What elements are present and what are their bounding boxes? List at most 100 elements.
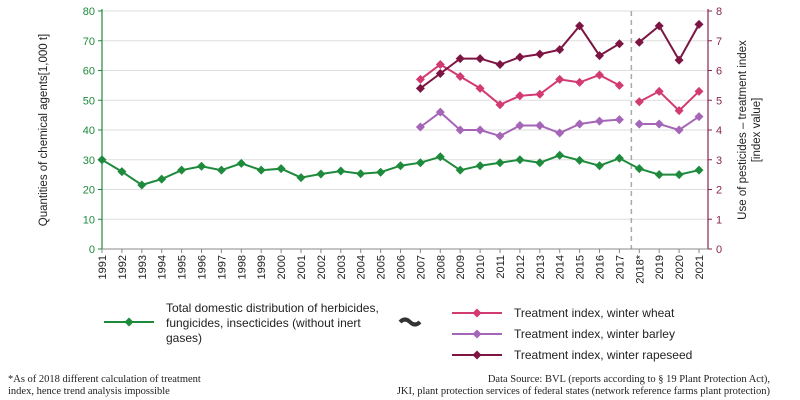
data-point: [256, 165, 266, 175]
x-tick-label: 2003: [336, 255, 348, 279]
series-line: [639, 115, 700, 132]
wave-separator: [398, 317, 422, 327]
source-line-1: Data Source: BVL (reports according to §…: [487, 374, 770, 385]
x-tick-label: 1997: [216, 255, 228, 279]
data-point: [674, 170, 684, 180]
axes: [101, 9, 709, 250]
right-tick-label: 3: [716, 155, 722, 167]
data-point: [415, 74, 425, 84]
left-tick-label: 80: [83, 6, 95, 18]
data-point: [555, 74, 565, 84]
series-barley: [415, 107, 704, 141]
data-point: [435, 60, 445, 70]
data-point: [654, 21, 664, 31]
right-tick-label: 5: [716, 95, 722, 107]
data-point: [376, 167, 386, 177]
x-tick-label: 2011: [495, 255, 507, 279]
data-point: [495, 60, 505, 70]
x-tick-label: 1998: [236, 255, 248, 279]
data-point: [475, 83, 485, 93]
left-tick-label: 30: [83, 155, 95, 167]
x-tick-label: 2013: [535, 255, 547, 279]
data-point: [137, 180, 147, 190]
data-point: [575, 119, 585, 129]
right-axis-unit: [index value]: [751, 98, 763, 163]
x-tick-label: 2000: [276, 255, 288, 279]
data-point: [535, 49, 545, 59]
left-tick-label: 10: [83, 214, 95, 226]
legend-swatch-marker: [472, 308, 482, 318]
legend-entry-wheat: Treatment index, winter wheat: [452, 306, 675, 320]
x-tick-label: 2012: [515, 255, 527, 279]
data-point: [216, 165, 226, 175]
legend-label: Treatment index, winter rapeseed: [514, 348, 692, 362]
legend-label: Treatment index, winter barley: [514, 327, 675, 341]
legend-swatch-marker: [472, 350, 482, 360]
data-point: [415, 122, 425, 132]
legend-entry-barley: Treatment index, winter barley: [452, 327, 675, 341]
data-point: [614, 153, 624, 163]
x-tick-label: 2002: [316, 255, 328, 279]
x-tick-label: 2015: [575, 255, 587, 279]
footnote-line-2: index, hence trend analysis impossible: [8, 386, 170, 397]
x-tick-label: 2004: [356, 255, 368, 279]
data-point: [614, 80, 624, 90]
right-tick-label: 4: [716, 125, 722, 137]
data-point: [475, 125, 485, 135]
x-tick-label: 2005: [376, 255, 388, 279]
data-point: [435, 68, 445, 78]
data-point: [455, 71, 465, 81]
left-axis-title: Quantities of chemical agents[1,000 t]: [38, 34, 50, 226]
series-rapeseed: [415, 19, 704, 93]
data-point: [455, 54, 465, 64]
data-point: [614, 115, 624, 125]
left-tick-label: 70: [83, 36, 95, 48]
data-point: [495, 131, 505, 141]
legend-label: gases): [166, 331, 202, 345]
footnote: *As of 2018 different calculation of tre…: [8, 374, 308, 398]
data-point: [475, 54, 485, 64]
series-wheat: [415, 60, 704, 116]
x-tick-label: 2014: [555, 255, 567, 279]
data-point: [455, 125, 465, 135]
left-tick-label: 40: [83, 125, 95, 137]
data-point: [555, 150, 565, 160]
data-point: [97, 155, 107, 165]
data-point: [117, 167, 127, 177]
data-point: [654, 170, 664, 180]
data-point: [595, 161, 604, 171]
x-tick-label: 2009: [455, 255, 467, 279]
x-tick-label: 1999: [256, 255, 268, 279]
data-point: [575, 77, 585, 87]
grid-lines: [102, 10, 708, 220]
data-point: [595, 51, 604, 61]
x-tick-label: 1996: [197, 255, 209, 279]
footnote-line-1: *As of 2018 different calculation of tre…: [8, 374, 201, 385]
data-point: [415, 158, 425, 168]
x-tick-label: 1993: [137, 255, 149, 279]
data-point: [595, 116, 604, 126]
x-tick-label: 2010: [475, 255, 487, 279]
data-point: [694, 86, 704, 96]
series-line: [638, 23, 700, 63]
data-point: [535, 158, 545, 168]
left-tick-label: 50: [83, 95, 95, 107]
legend-entry-rapeseed: Treatment index, winter rapeseed: [452, 348, 692, 362]
x-tick-label: 1992: [117, 255, 129, 279]
data-point: [455, 165, 465, 175]
data-point: [555, 128, 565, 138]
data-point: [316, 169, 326, 179]
x-tick-label: 2017: [614, 255, 626, 279]
data-point: [475, 161, 485, 171]
data-point: [396, 161, 405, 171]
x-tick-label: 2019: [654, 255, 666, 279]
right-tick-label: 1: [716, 214, 722, 226]
right-tick-label: 0: [716, 244, 722, 256]
data-point: [495, 100, 505, 110]
legend-swatch-marker: [124, 317, 134, 327]
x-tick-label: 2021: [694, 255, 706, 279]
x-tick-label: 1995: [177, 255, 189, 279]
x-tick-label: 2001: [296, 255, 308, 279]
data-point: [575, 21, 585, 31]
